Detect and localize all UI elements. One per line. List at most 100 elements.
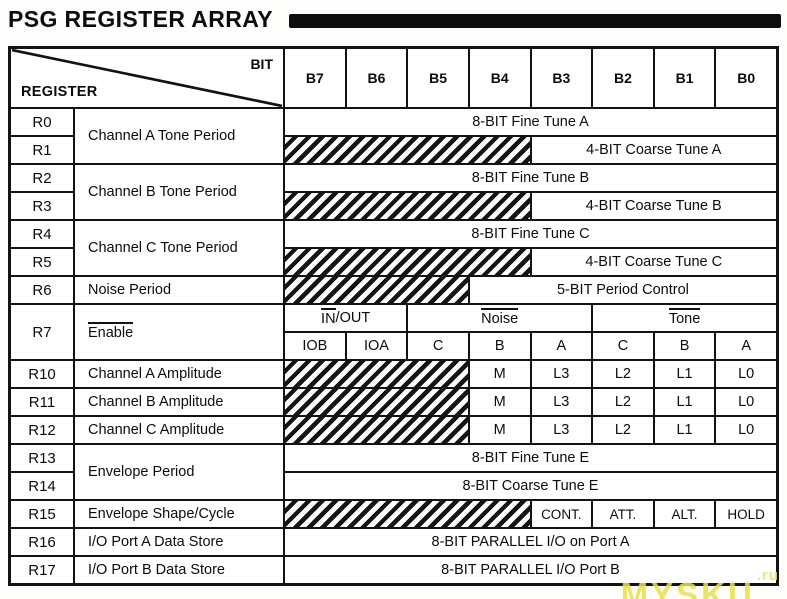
register-name-r10: Channel A Amplitude (75, 361, 283, 387)
register-name-r2-r3: Channel B Tone Period (75, 165, 283, 219)
r15-bit-cont: CONT. (531, 501, 592, 527)
group-header-tone: Tone (593, 305, 776, 331)
page-title: PSG REGISTER ARRAY (8, 6, 273, 32)
unused-bits-hatch-r10 (285, 361, 468, 387)
unused-bits-hatch-r6 (285, 277, 468, 303)
register-name-r6: Noise Period (75, 277, 283, 303)
r12-bit-m: M (469, 417, 530, 443)
bit-field-coarse-tune-c: 4-BIT Coarse Tune C (531, 249, 776, 275)
watermark-suffix: .ru (756, 567, 779, 584)
corner-cell: BIT REGISTER (11, 49, 283, 107)
bit-header-b0: B0 (716, 49, 776, 107)
r10-bit-l2: L2 (593, 361, 653, 387)
bit-field-fine-tune-c: 8-BIT Fine Tune C (285, 221, 776, 247)
register-id-r14: R14 (11, 473, 73, 499)
bit-field-parallel-io-port-a: 8-BIT PARALLEL I/O on Port A (285, 529, 776, 555)
r11-bit-l3: L3 (531, 389, 592, 415)
register-id-r4: R4 (11, 221, 73, 247)
r7-bit-noise-c: C (408, 333, 468, 359)
r12-bit-l3: L3 (531, 417, 592, 443)
bit-field-coarse-tune-b: 4-BIT Coarse Tune B (531, 193, 776, 219)
register-name-r15: Envelope Shape/Cycle (75, 501, 283, 527)
bit-field-coarse-tune-e: 8-BIT Coarse Tune E (285, 473, 776, 499)
r7-bit-tone-b: B (654, 333, 715, 359)
bit-header-b5: B5 (408, 49, 468, 107)
r10-bit-l0: L0 (716, 361, 776, 387)
register-name-r0-r1: Channel A Tone Period (75, 109, 283, 163)
bit-field-fine-tune-e: 8-BIT Fine Tune E (285, 445, 776, 471)
register-name-r16: I/O Port A Data Store (75, 529, 283, 555)
r15-bit-hold: HOLD (716, 501, 776, 527)
bit-header-b6: B6 (346, 49, 407, 107)
r7-bit-noise-b: B (469, 333, 530, 359)
unused-bits-hatch-r5 (285, 249, 530, 275)
bit-field-coarse-tune-a: 4-BIT Coarse Tune A (531, 137, 776, 163)
bit-header-b2: B2 (593, 49, 653, 107)
r7-bit-tone-a: A (716, 333, 776, 359)
watermark-text: MYSKU (620, 576, 755, 599)
r7-bit-iob: IOB (285, 333, 345, 359)
register-id-r7: R7 (11, 305, 73, 359)
tone-label-overlined: Tone (668, 308, 701, 327)
register-name-r17: I/O Port B Data Store (75, 557, 283, 583)
unused-bits-hatch-r3 (285, 193, 530, 219)
register-name-r13-r14: Envelope Period (75, 445, 283, 499)
r10-bit-l1: L1 (654, 361, 715, 387)
psg-register-table: BIT REGISTER B7 B6 B5 B4 B3 B2 B1 B0 R0 … (8, 46, 779, 586)
register-name-r11: Channel B Amplitude (75, 389, 283, 415)
r7-bit-ioa: IOA (346, 333, 407, 359)
register-name-r7: Enable (75, 305, 283, 359)
r11-bit-l1: L1 (654, 389, 715, 415)
bit-axis-label: BIT (250, 56, 273, 72)
bit-field-parallel-io-port-b: 8-BIT PARALLEL I/O Port B (285, 557, 776, 583)
bit-field-period-control: 5-BIT Period Control (469, 277, 776, 303)
r12-bit-l1: L1 (654, 417, 715, 443)
register-id-r11: R11 (11, 389, 73, 415)
group-header-in-out: IN/OUT (285, 305, 407, 331)
in-label-overlined: IN (321, 308, 336, 327)
noise-label-overlined: Noise (481, 308, 519, 327)
r11-bit-l2: L2 (593, 389, 653, 415)
r12-bit-l0: L0 (716, 417, 776, 443)
unused-bits-hatch-r11 (285, 389, 468, 415)
register-id-r1: R1 (11, 137, 73, 163)
r11-bit-m: M (469, 389, 530, 415)
register-id-r13: R13 (11, 445, 73, 471)
unused-bits-hatch-r1 (285, 137, 530, 163)
r10-bit-m: M (469, 361, 530, 387)
bit-header-b1: B1 (654, 49, 715, 107)
register-name-r4-r5: Channel C Tone Period (75, 221, 283, 275)
register-name-r12: Channel C Amplitude (75, 417, 283, 443)
unused-bits-hatch-r15 (285, 501, 530, 527)
register-id-r10: R10 (11, 361, 73, 387)
bit-field-fine-tune-b: 8-BIT Fine Tune B (285, 165, 776, 191)
unused-bits-hatch-r12 (285, 417, 468, 443)
title-rule-bar (288, 13, 781, 28)
r10-bit-l3: L3 (531, 361, 592, 387)
diagonal-line (11, 49, 283, 107)
register-id-r3: R3 (11, 193, 73, 219)
group-header-noise: Noise (408, 305, 592, 331)
r7-bit-tone-c: C (593, 333, 653, 359)
out-label: /OUT (335, 310, 371, 326)
register-axis-label: REGISTER (21, 84, 98, 100)
enable-label-overlined: Enable (88, 322, 134, 341)
register-id-r2: R2 (11, 165, 73, 191)
register-id-r15: R15 (11, 501, 73, 527)
r15-bit-att: ATT. (593, 501, 653, 527)
register-id-r6: R6 (11, 277, 73, 303)
register-id-r12: R12 (11, 417, 73, 443)
bit-header-b7: B7 (285, 49, 345, 107)
register-id-r0: R0 (11, 109, 73, 135)
register-id-r17: R17 (11, 557, 73, 583)
bit-field-fine-tune-a: 8-BIT Fine Tune A (285, 109, 776, 135)
page-header: PSG REGISTER ARRAY (8, 6, 781, 33)
bit-header-b4: B4 (469, 49, 530, 107)
register-id-r16: R16 (11, 529, 73, 555)
r7-bit-noise-a: A (531, 333, 592, 359)
watermark: MYSKU.ru (621, 567, 779, 599)
bit-header-b3: B3 (531, 49, 592, 107)
r12-bit-l2: L2 (593, 417, 653, 443)
r11-bit-l0: L0 (716, 389, 776, 415)
register-id-r5: R5 (11, 249, 73, 275)
